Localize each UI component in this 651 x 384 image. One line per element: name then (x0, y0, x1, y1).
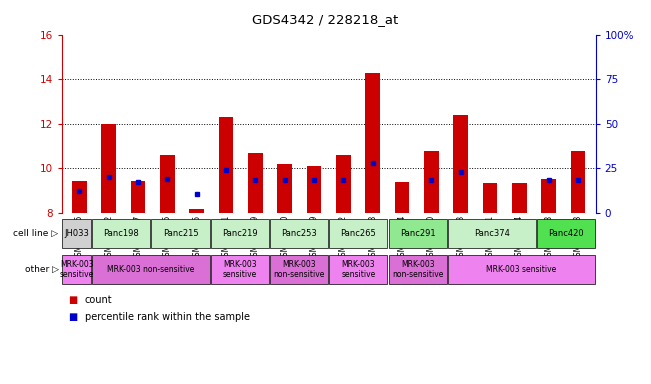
Bar (211, 255, 269, 285)
Text: JH033: JH033 (64, 229, 89, 238)
Bar (571, 151, 585, 213)
Bar (102, 124, 116, 213)
Text: Panc374: Panc374 (474, 229, 510, 238)
Text: count: count (85, 295, 112, 305)
Bar (131, 181, 145, 213)
Bar (365, 73, 380, 213)
Bar (389, 218, 447, 248)
Bar (270, 255, 328, 285)
Bar (542, 179, 556, 213)
Bar (424, 151, 439, 213)
Text: ■: ■ (68, 312, 77, 322)
Text: Panc420: Panc420 (548, 229, 584, 238)
Text: MRK-003
non-sensitive: MRK-003 non-sensitive (392, 260, 443, 280)
Bar (62, 218, 91, 248)
Bar (336, 155, 351, 213)
Bar (448, 255, 595, 285)
Text: GDS4342 / 228218_at: GDS4342 / 228218_at (253, 13, 398, 26)
Bar (152, 218, 210, 248)
Bar (248, 153, 263, 213)
Text: Panc265: Panc265 (340, 229, 376, 238)
Bar (270, 218, 328, 248)
Bar (62, 255, 91, 285)
Text: ■: ■ (68, 295, 77, 305)
Text: MRK-003
sensitive: MRK-003 sensitive (223, 260, 257, 280)
Bar (537, 218, 595, 248)
Bar (72, 181, 87, 213)
Bar (189, 209, 204, 213)
Text: percentile rank within the sample: percentile rank within the sample (85, 312, 249, 322)
Bar (389, 255, 447, 285)
Text: MRK-003
sensitive: MRK-003 sensitive (341, 260, 376, 280)
Bar (160, 155, 174, 213)
Bar (329, 218, 387, 248)
Bar (277, 164, 292, 213)
Bar (448, 218, 536, 248)
Bar (453, 115, 468, 213)
Bar (307, 166, 322, 213)
Bar (219, 117, 234, 213)
Text: MRK-003
sensitive: MRK-003 sensitive (59, 260, 94, 280)
Text: Panc253: Panc253 (281, 229, 317, 238)
Bar (211, 218, 269, 248)
Text: MRK-003 sensitive: MRK-003 sensitive (486, 265, 557, 274)
Text: Panc291: Panc291 (400, 229, 436, 238)
Bar (92, 218, 150, 248)
Text: other ▷: other ▷ (25, 265, 59, 274)
Bar (512, 183, 527, 213)
Text: cell line ▷: cell line ▷ (14, 229, 59, 238)
Bar (329, 255, 387, 285)
Text: MRK-003
non-sensitive: MRK-003 non-sensitive (273, 260, 325, 280)
Text: MRK-003 non-sensitive: MRK-003 non-sensitive (107, 265, 195, 274)
Text: Panc198: Panc198 (104, 229, 139, 238)
Text: Panc215: Panc215 (163, 229, 199, 238)
Bar (395, 182, 409, 213)
Text: Panc219: Panc219 (222, 229, 258, 238)
Bar (483, 183, 497, 213)
Bar (92, 255, 210, 285)
